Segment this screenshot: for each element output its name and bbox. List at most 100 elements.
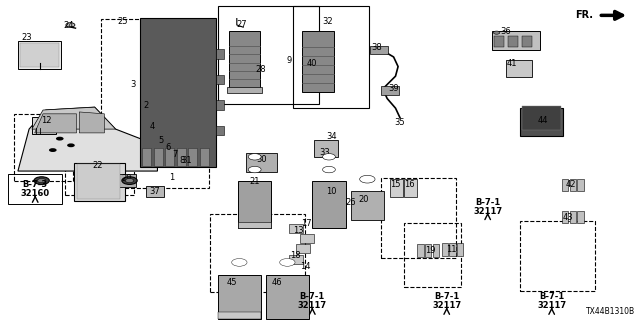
Text: 34: 34 [326,132,337,141]
Text: 6: 6 [166,143,171,152]
Text: 29: 29 [122,174,132,183]
Bar [442,243,448,256]
Text: 17: 17 [301,220,312,228]
Text: 5: 5 [159,136,164,145]
Bar [300,234,314,243]
Bar [210,214,305,292]
Bar [520,108,563,136]
Text: 27: 27 [237,20,247,29]
Circle shape [493,31,500,34]
Bar [312,181,346,228]
Bar [238,181,271,228]
Text: 12: 12 [41,116,51,125]
Bar [218,6,319,104]
Text: 46: 46 [271,278,282,287]
Polygon shape [18,107,157,171]
Bar [142,148,151,166]
Text: 16: 16 [404,180,415,189]
Text: B-7-1: B-7-1 [434,292,460,301]
Bar [449,243,456,256]
Bar [200,148,209,166]
Text: B-7-3: B-7-3 [22,180,48,189]
Text: 20: 20 [358,195,369,204]
Bar [302,31,334,92]
Bar [492,31,540,50]
Bar [522,36,532,47]
Text: 35: 35 [395,118,405,127]
Bar [296,244,310,253]
Bar [216,126,224,135]
Circle shape [37,179,46,183]
Bar [520,221,595,291]
Bar [117,174,136,187]
Circle shape [323,154,335,160]
Bar [218,312,261,319]
Bar [216,100,224,110]
Bar [577,179,584,191]
Text: 2: 2 [143,101,148,110]
Circle shape [360,175,375,183]
Polygon shape [32,107,116,129]
Bar [522,106,561,130]
Text: TX44B1310B: TX44B1310B [586,307,635,316]
Text: B-7-1: B-7-1 [475,198,500,207]
Bar [216,49,224,59]
Bar [18,41,61,69]
Bar [390,179,403,197]
Circle shape [67,143,75,147]
Text: 19: 19 [425,246,435,255]
Text: 37: 37 [150,187,160,196]
Circle shape [122,177,137,184]
Text: 28: 28 [256,65,266,74]
Bar [570,211,576,223]
Bar [154,148,163,166]
Circle shape [66,23,75,27]
Bar [289,255,303,264]
Bar [32,117,56,134]
Bar [229,31,260,88]
Bar [351,191,384,220]
Text: 15: 15 [390,180,401,189]
Text: 1: 1 [169,173,174,182]
Bar [140,18,216,167]
Bar [8,174,62,204]
Bar [404,223,461,287]
Text: 38: 38 [371,43,381,52]
Circle shape [280,259,295,266]
Text: 32117: 32117 [298,301,327,310]
Circle shape [248,154,261,160]
Bar [457,243,463,256]
Bar [20,43,59,67]
Text: 14: 14 [300,262,310,271]
Polygon shape [79,112,104,133]
Text: 32160: 32160 [20,189,50,198]
Text: 39: 39 [388,84,399,93]
Text: 30: 30 [256,155,266,164]
Text: 36: 36 [500,27,511,36]
Bar [238,222,271,228]
Text: 32117: 32117 [473,207,502,216]
Bar [433,244,439,257]
Polygon shape [35,114,77,133]
Text: 32117: 32117 [537,301,566,310]
Text: B-7-1: B-7-1 [539,292,564,301]
Text: FR.: FR. [575,10,593,20]
Bar [404,179,417,197]
Bar [381,86,399,95]
Bar [227,87,262,93]
Text: 33: 33 [320,148,330,157]
Text: 32117: 32117 [432,301,461,310]
Bar [370,46,388,54]
Text: 4: 4 [150,122,155,131]
Text: 9: 9 [287,56,292,65]
Bar [293,6,369,108]
Bar [14,114,73,181]
Bar [216,75,224,84]
Text: 8: 8 [180,156,185,165]
Text: 41: 41 [507,59,517,68]
Bar [506,60,532,77]
Text: 26: 26 [346,198,356,207]
Bar [177,148,186,166]
Bar [101,19,209,188]
Text: 21: 21 [250,177,260,186]
